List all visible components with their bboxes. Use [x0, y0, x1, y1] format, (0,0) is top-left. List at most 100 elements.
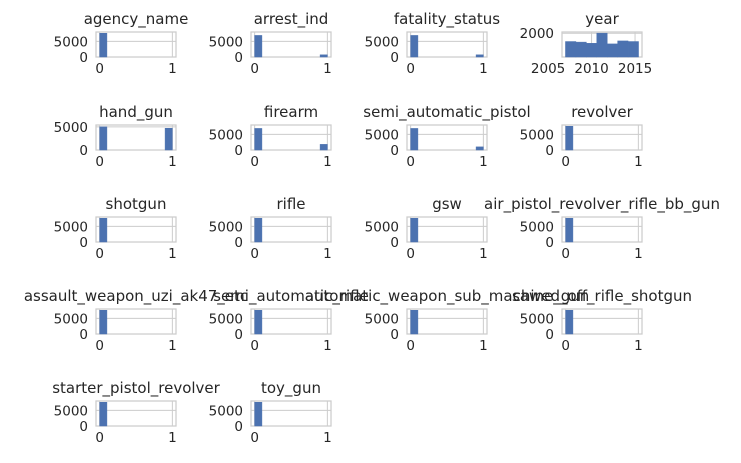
- y-tick-label: 0: [79, 327, 88, 343]
- x-tick-label: 0: [406, 61, 415, 77]
- y-tick-label: 5000: [209, 127, 243, 143]
- x-tick-label: 0: [561, 338, 570, 354]
- x-tick-label: 0: [95, 338, 104, 354]
- axes-frame: [250, 216, 332, 243]
- x-tick-label: 1: [323, 430, 332, 446]
- subplot-title: rifle: [276, 195, 305, 213]
- x-tick-label: 1: [323, 61, 332, 77]
- axes-frame: [406, 31, 488, 58]
- y-tick-label: 5000: [520, 219, 554, 235]
- y-tick-label: 5000: [365, 34, 399, 50]
- y-tick-label: 5000: [365, 311, 399, 327]
- x-tick-label: 0: [250, 154, 259, 170]
- y-tick-label: 0: [234, 327, 243, 343]
- histogram-bar: [319, 144, 328, 151]
- x-tick-label: 0: [95, 246, 104, 262]
- x-tick-label: 0: [561, 246, 570, 262]
- subplot-title: sawed_off_rifle_shotgun: [512, 287, 692, 306]
- histogram-bar: [575, 41, 587, 58]
- histogram-bar: [617, 40, 629, 58]
- y-tick-label: 0: [390, 50, 399, 66]
- x-tick-label: 1: [634, 154, 643, 170]
- x-tick-label: 0: [406, 154, 415, 170]
- axes-frame: [406, 124, 488, 151]
- y-tick-label: 2000: [520, 26, 554, 42]
- x-tick-label: 0: [95, 430, 104, 446]
- axes-frame: [561, 124, 643, 151]
- axes-frame: [250, 31, 332, 58]
- x-tick-label: 1: [479, 246, 488, 262]
- histogram-bar: [99, 126, 108, 151]
- histogram-bar: [254, 310, 263, 335]
- y-tick-label: 0: [234, 419, 243, 435]
- x-tick-label: 1: [479, 338, 488, 354]
- subplot-title: semi_automatic_rifle: [213, 287, 369, 306]
- x-tick-label: 1: [479, 61, 488, 77]
- x-tick-label: 2005: [531, 61, 565, 77]
- y-tick-label: 5000: [365, 127, 399, 143]
- histogram-bar: [164, 127, 173, 151]
- subplot-title: fatality_status: [394, 10, 500, 29]
- axes-frame: [95, 400, 177, 427]
- y-tick-label: 5000: [520, 311, 554, 327]
- x-tick-label: 1: [634, 338, 643, 354]
- x-tick-label: 0: [406, 246, 415, 262]
- x-tick-label: 2010: [574, 61, 608, 77]
- histogram-bar: [627, 41, 639, 58]
- axes-frame: [95, 124, 177, 151]
- axes-frame: [95, 216, 177, 243]
- x-tick-label: 0: [95, 61, 104, 77]
- y-tick-label: 5000: [209, 34, 243, 50]
- subplot-title: assault_weapon_uzi_ak47_etc: [24, 287, 248, 306]
- x-tick-label: 1: [323, 246, 332, 262]
- subplot-title: gsw: [432, 195, 462, 213]
- subplot-title: starter_pistol_revolver: [52, 379, 220, 398]
- histogram-bar: [99, 310, 108, 335]
- y-tick-label: 5000: [209, 311, 243, 327]
- x-tick-label: 1: [168, 246, 177, 262]
- histogram-bar: [596, 32, 608, 58]
- x-tick-label: 2015: [618, 61, 652, 77]
- x-tick-label: 0: [250, 246, 259, 262]
- axes-frame: [95, 31, 177, 58]
- axes-frame: [250, 308, 332, 335]
- y-tick-label: 5000: [209, 403, 243, 419]
- histogram-bar: [254, 35, 263, 58]
- subplot-title: automatic_weapon_sub_machine_gun: [305, 287, 590, 306]
- x-tick-label: 1: [479, 154, 488, 170]
- y-tick-label: 0: [390, 143, 399, 159]
- histogram-bar: [99, 33, 108, 58]
- x-tick-label: 1: [168, 430, 177, 446]
- y-tick-label: 5000: [54, 311, 88, 327]
- y-tick-label: 5000: [209, 219, 243, 235]
- axes-frame: [250, 124, 332, 151]
- x-tick-label: 1: [168, 61, 177, 77]
- x-tick-label: 0: [250, 338, 259, 354]
- x-tick-label: 1: [634, 246, 643, 262]
- y-tick-label: 0: [234, 235, 243, 251]
- axes-frame: [95, 308, 177, 335]
- subplot-title: semi_automatic_pistol: [363, 103, 530, 122]
- histogram-bar: [410, 128, 419, 151]
- y-tick-label: 0: [545, 327, 554, 343]
- axes-frame: [250, 400, 332, 427]
- histogram-bar: [254, 218, 263, 243]
- subplot-year: year 2005 2010 2015 2000: [520, 10, 653, 77]
- y-tick-label: 5000: [54, 219, 88, 235]
- subplot-title: year: [585, 10, 619, 28]
- subplot-title: toy_gun: [261, 379, 321, 398]
- x-tick-label: 1: [323, 338, 332, 354]
- subplot-title: firearm: [264, 103, 318, 121]
